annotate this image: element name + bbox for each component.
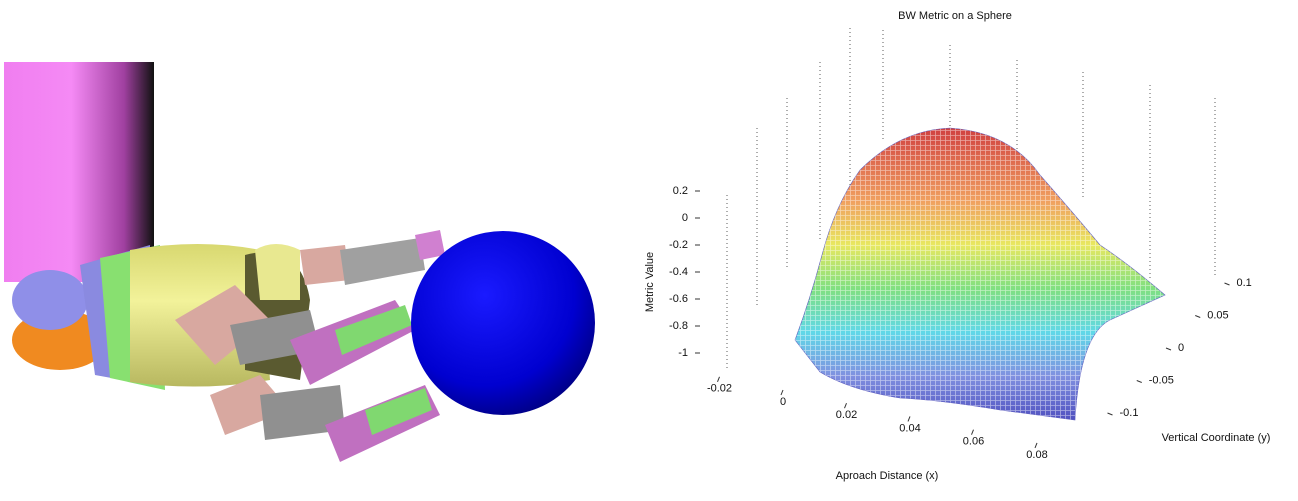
x-tick-label: 0.04 [899,422,920,434]
chart-title: BW Metric on a Sphere [898,10,1012,22]
x-tick [844,403,847,409]
surface-plot: BW Metric on a Sphere Metric Value Aproa… [644,10,1271,482]
x-tick [780,389,784,396]
x-tick [907,416,911,422]
y-axis-label: Vertical Coordinate (y) [1162,432,1271,444]
z-tick-label: 0.2 [673,185,688,197]
x-tick [971,429,974,435]
x-tick-label: 0.02 [836,409,857,421]
y-tick-label: -0.05 [1149,374,1174,386]
y-tick-label: 0.05 [1207,309,1228,321]
x-tick [1034,442,1038,449]
z-tick-label: -0.2 [669,239,688,251]
y-tick [1165,347,1172,351]
y-tick [1195,315,1201,318]
x-axis-label: Aproach Distance (x) [836,470,939,482]
mesh-lines [795,128,1165,420]
x-tick-label: 0.06 [963,436,984,448]
y-tick-label: 0 [1178,342,1184,354]
z-tick-label: 0 [682,212,688,224]
y-tick-label: -0.1 [1120,407,1139,419]
y-tick-label: 0.1 [1237,277,1252,289]
x-tick [717,376,720,382]
z-tick-label: -0.4 [669,266,688,278]
ticks: -1 -0.8 -0.6 -0.4 -0.2 0 0.2 -0.02 0 0.02 0.04 0.06… [669,185,1252,461]
robot-hand-render [4,62,595,462]
y-tick [1224,282,1230,286]
x-tick-label: 0.08 [1026,449,1047,461]
y-tick [1107,412,1113,416]
z-axis-label: Metric Value [644,252,656,312]
z-tick-label: -0.8 [669,320,688,332]
y-tick [1136,380,1142,383]
z-tick-label: -1 [678,347,688,359]
x-tick-label: 0 [780,396,786,408]
x-tick-label: -0.02 [707,383,732,395]
z-tick-label: -0.6 [669,293,688,305]
